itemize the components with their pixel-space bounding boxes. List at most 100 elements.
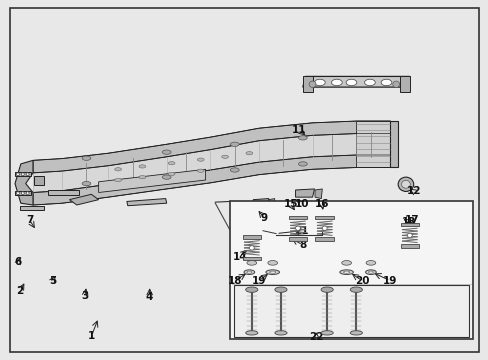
Text: 20: 20	[354, 276, 368, 286]
Text: 15: 15	[283, 199, 297, 209]
Text: 16: 16	[314, 199, 329, 209]
Polygon shape	[47, 190, 79, 195]
Text: 3: 3	[81, 291, 88, 301]
Ellipse shape	[397, 177, 413, 192]
Text: 11: 11	[291, 125, 305, 135]
Ellipse shape	[407, 233, 411, 238]
Ellipse shape	[401, 180, 409, 188]
Polygon shape	[312, 134, 356, 157]
Ellipse shape	[339, 270, 353, 274]
Ellipse shape	[366, 261, 375, 265]
Ellipse shape	[17, 192, 20, 195]
Ellipse shape	[162, 175, 171, 179]
Polygon shape	[33, 155, 389, 205]
Ellipse shape	[274, 287, 286, 292]
Polygon shape	[15, 172, 30, 176]
Ellipse shape	[349, 287, 362, 292]
Bar	[288, 237, 306, 241]
Ellipse shape	[82, 181, 91, 186]
Ellipse shape	[269, 271, 275, 273]
Ellipse shape	[298, 162, 306, 166]
Text: 14: 14	[232, 252, 246, 262]
Polygon shape	[302, 76, 312, 93]
Ellipse shape	[139, 165, 145, 168]
Ellipse shape	[230, 168, 239, 172]
Polygon shape	[126, 199, 166, 206]
Polygon shape	[295, 189, 314, 197]
Ellipse shape	[265, 270, 279, 274]
Ellipse shape	[346, 79, 356, 86]
Bar	[233, 285, 468, 337]
Polygon shape	[20, 206, 44, 210]
Polygon shape	[399, 76, 409, 93]
Ellipse shape	[115, 179, 121, 181]
Polygon shape	[356, 121, 389, 167]
Polygon shape	[302, 76, 409, 87]
Text: 8: 8	[299, 240, 306, 250]
Text: 6: 6	[15, 257, 22, 267]
Ellipse shape	[322, 226, 326, 230]
Bar	[315, 216, 333, 219]
Ellipse shape	[245, 152, 252, 155]
Text: 17: 17	[404, 215, 419, 225]
Polygon shape	[259, 135, 312, 162]
Polygon shape	[99, 169, 205, 193]
Ellipse shape	[295, 226, 300, 230]
Ellipse shape	[139, 176, 145, 179]
Ellipse shape	[274, 331, 286, 335]
Ellipse shape	[21, 173, 24, 176]
Ellipse shape	[162, 150, 171, 154]
Polygon shape	[356, 134, 389, 155]
Text: 22: 22	[308, 332, 323, 342]
Polygon shape	[268, 199, 274, 207]
Polygon shape	[15, 191, 30, 195]
Polygon shape	[33, 171, 62, 193]
Bar	[288, 216, 306, 219]
Ellipse shape	[197, 169, 203, 172]
Ellipse shape	[298, 136, 306, 140]
Ellipse shape	[21, 192, 24, 195]
Ellipse shape	[341, 261, 351, 265]
Text: 13: 13	[401, 217, 415, 227]
Text: 7: 7	[26, 215, 33, 225]
Text: 12: 12	[406, 186, 420, 197]
Bar	[400, 223, 418, 226]
Polygon shape	[389, 121, 397, 167]
Polygon shape	[108, 157, 166, 184]
Ellipse shape	[197, 158, 203, 161]
Bar	[242, 235, 261, 239]
Ellipse shape	[115, 168, 121, 171]
Bar	[229, 202, 472, 339]
Ellipse shape	[392, 81, 399, 87]
Text: 1: 1	[87, 332, 95, 342]
Ellipse shape	[349, 331, 362, 335]
Ellipse shape	[308, 81, 315, 87]
Ellipse shape	[321, 287, 332, 292]
Polygon shape	[34, 176, 44, 185]
Polygon shape	[33, 121, 389, 173]
Bar	[400, 244, 418, 248]
Ellipse shape	[368, 271, 372, 273]
Bar	[242, 257, 261, 260]
Ellipse shape	[17, 173, 20, 176]
Ellipse shape	[343, 271, 349, 273]
Ellipse shape	[321, 331, 332, 335]
Ellipse shape	[245, 331, 257, 335]
Text: 10: 10	[294, 199, 308, 209]
Text: 19: 19	[383, 276, 397, 286]
Ellipse shape	[246, 271, 251, 273]
Text: 5: 5	[49, 276, 56, 286]
Ellipse shape	[380, 79, 391, 86]
Ellipse shape	[26, 173, 29, 176]
Text: 9: 9	[260, 212, 267, 222]
Ellipse shape	[281, 230, 287, 236]
Polygon shape	[62, 166, 108, 191]
Text: 19: 19	[251, 276, 266, 286]
Polygon shape	[69, 194, 99, 205]
Ellipse shape	[249, 246, 254, 250]
Ellipse shape	[364, 79, 374, 86]
Text: 2: 2	[16, 287, 23, 296]
Text: 4: 4	[146, 292, 153, 302]
Ellipse shape	[168, 172, 175, 176]
Polygon shape	[278, 228, 295, 237]
